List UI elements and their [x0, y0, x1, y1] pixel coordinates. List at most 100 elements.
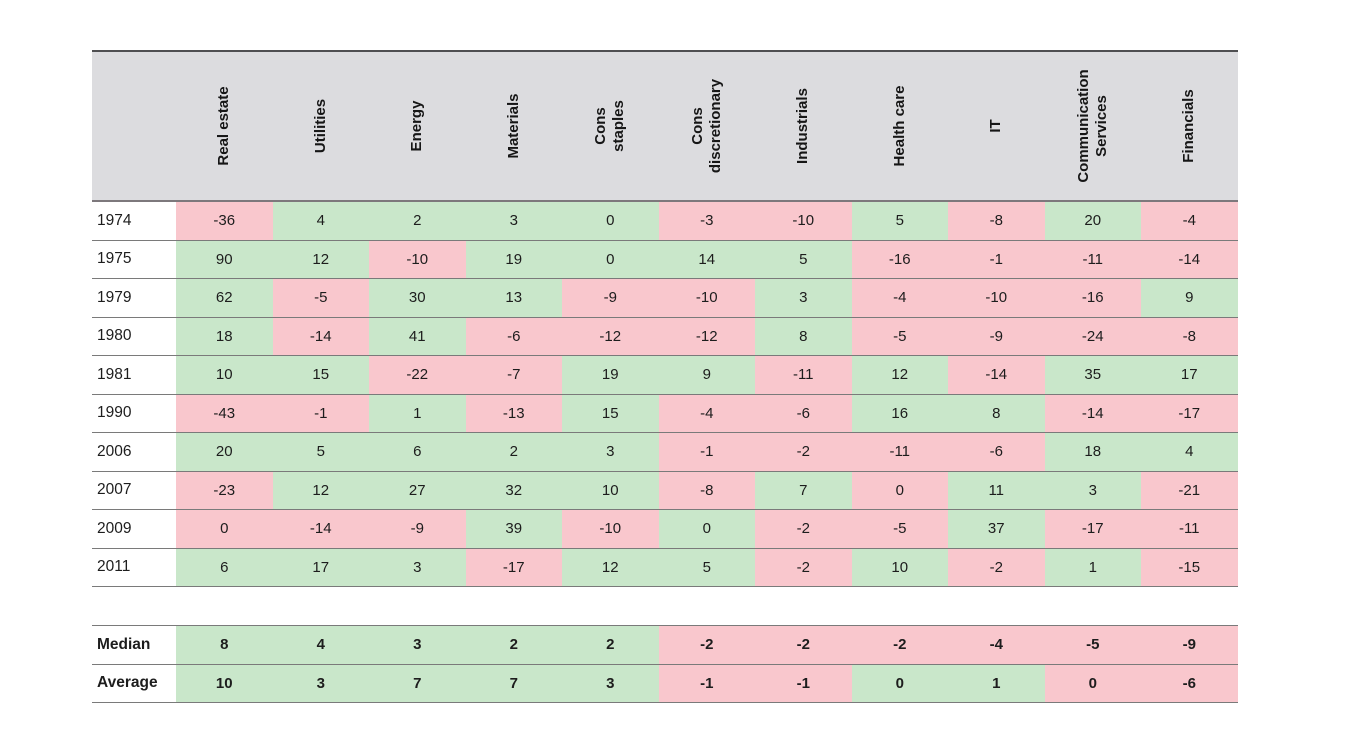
- table-cell: 3: [272, 664, 369, 702]
- row-label: 2006: [92, 433, 176, 471]
- column-header-label: Real estate: [215, 86, 233, 166]
- table-cell: 17: [1141, 356, 1238, 394]
- table-cell: 11: [948, 471, 1045, 509]
- table-cell: 9: [1141, 279, 1238, 317]
- table-cell: -1: [272, 394, 369, 432]
- column-header-label: IT: [987, 119, 1005, 133]
- header-corner-spacer: [92, 52, 176, 200]
- table-cell: 1: [1044, 548, 1141, 586]
- table-cell: 16: [851, 394, 948, 432]
- table-cell: -3: [658, 202, 755, 240]
- table-cell: -2: [755, 510, 852, 548]
- table-cell: -9: [948, 317, 1045, 355]
- table-cell: -5: [851, 317, 948, 355]
- table-cell: -2: [948, 548, 1045, 586]
- table-cell: 8: [176, 626, 273, 664]
- sector-returns-heatmap-table: Real estate Utilities Energy Materials Cons …: [92, 50, 1238, 703]
- table-cell: 12: [272, 471, 369, 509]
- table-cell: 41: [369, 317, 466, 355]
- table-cell: 0: [851, 471, 948, 509]
- table-cell: -8: [658, 471, 755, 509]
- table-cell: -1: [658, 664, 755, 702]
- table-row-1975: 1975 90 12 -10 19 0 14 5 -16 -1 -11 -14: [92, 240, 1238, 279]
- table-cell: 4: [272, 202, 369, 240]
- table-cell: -2: [755, 626, 852, 664]
- table-cell: 0: [851, 664, 948, 702]
- row-label: 2007: [92, 471, 176, 509]
- column-header: Real estate: [176, 52, 273, 200]
- summary-row-Median: Median 8 4 3 2 2 -2 -2 -2 -4 -5 -9: [92, 626, 1238, 665]
- table-cell: 5: [851, 202, 948, 240]
- table-cell: 1: [948, 664, 1045, 702]
- summary-block: Median 8 4 3 2 2 -2 -2 -2 -4 -5 -9 Average 10 3 7 7 3 -1 -1…: [92, 625, 1238, 703]
- table-cell: -1: [658, 433, 755, 471]
- table-cell: 37: [948, 510, 1045, 548]
- table-row-1981: 1981 10 15 -22 -7 19 9 -11 12 -14 35 17: [92, 356, 1238, 395]
- table-cell: 10: [562, 471, 659, 509]
- table-cell: 3: [562, 664, 659, 702]
- table-cell: 19: [562, 356, 659, 394]
- table-cell: 19: [465, 240, 562, 278]
- row-label: 1975: [92, 240, 176, 278]
- summary-row-Average: Average 10 3 7 7 3 -1 -1 0 1 0 -6: [92, 664, 1238, 703]
- table-cell: 8: [948, 394, 1045, 432]
- table-cell: -4: [1141, 202, 1238, 240]
- column-header: Communication Services: [1045, 52, 1142, 200]
- column-header-label: Cons discretionary: [688, 78, 724, 174]
- table-row-2006: 2006 20 5 6 2 3 -1 -2 -11 -6 18 4: [92, 433, 1238, 472]
- table-cell: -5: [851, 510, 948, 548]
- table-row-1990: 1990 -43 -1 1 -13 15 -4 -6 16 8 -14 -17: [92, 394, 1238, 433]
- table-cell: -36: [176, 202, 273, 240]
- table-cell: -14: [272, 317, 369, 355]
- table-cell: 32: [465, 471, 562, 509]
- column-header: Cons staples: [562, 52, 659, 200]
- table-cell: -11: [1141, 510, 1238, 548]
- table-cell: 17: [272, 548, 369, 586]
- table-cell: 5: [658, 548, 755, 586]
- table-cell: -17: [465, 548, 562, 586]
- table-cell: -5: [1044, 626, 1141, 664]
- table-cell: -11: [851, 433, 948, 471]
- table-row-2007: 2007 -23 12 27 32 10 -8 7 0 11 3 -21: [92, 471, 1238, 510]
- table-cell: -14: [1141, 240, 1238, 278]
- table-cell: -6: [948, 433, 1045, 471]
- table-cell: -17: [1141, 394, 1238, 432]
- table-cell: 12: [272, 240, 369, 278]
- table-cell: 0: [176, 510, 273, 548]
- table-cell: 3: [562, 433, 659, 471]
- table-cell: 3: [369, 626, 466, 664]
- table-cell: 18: [1044, 433, 1141, 471]
- table-cell: -15: [1141, 548, 1238, 586]
- table-cell: -6: [755, 394, 852, 432]
- table-cell: -21: [1141, 471, 1238, 509]
- table-cell: 14: [658, 240, 755, 278]
- table-cell: -2: [851, 626, 948, 664]
- column-header: Financials: [1141, 52, 1238, 200]
- table-cell: 20: [176, 433, 273, 471]
- row-label: 1990: [92, 394, 176, 432]
- table-cell: -4: [658, 394, 755, 432]
- row-label: 2009: [92, 510, 176, 548]
- table-body: 1974 -36 4 2 3 0 -3 -10 5 -8 20 -4 1975 90 12 -10 19 0 14 5…: [92, 202, 1238, 587]
- column-header: Health care: [852, 52, 949, 200]
- table-cell: 12: [851, 356, 948, 394]
- table-cell: 15: [562, 394, 659, 432]
- table-cell: -8: [948, 202, 1045, 240]
- column-header: IT: [948, 52, 1045, 200]
- table-cell: -10: [755, 202, 852, 240]
- table-cell: 2: [369, 202, 466, 240]
- table-cell: 5: [272, 433, 369, 471]
- table-cell: -6: [1141, 664, 1238, 702]
- table-cell: -11: [1044, 240, 1141, 278]
- column-header-label: Communication Services: [1074, 69, 1110, 183]
- table-cell: 0: [1044, 664, 1141, 702]
- table-cell: 10: [176, 356, 273, 394]
- table-cell: -23: [176, 471, 273, 509]
- table-row-1974: 1974 -36 4 2 3 0 -3 -10 5 -8 20 -4: [92, 202, 1238, 241]
- header-row: Real estate Utilities Energy Materials Cons …: [92, 50, 1238, 202]
- table-cell: -9: [369, 510, 466, 548]
- table-cell: -2: [658, 626, 755, 664]
- table-cell: -12: [562, 317, 659, 355]
- table-cell: 35: [1044, 356, 1141, 394]
- table-cell: 30: [369, 279, 466, 317]
